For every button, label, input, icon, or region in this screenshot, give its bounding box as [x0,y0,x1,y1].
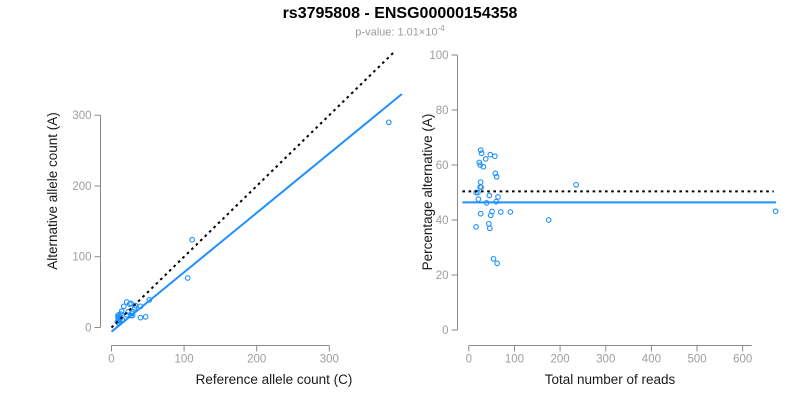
y-tick-label: 100 [72,252,91,264]
scatter-points [473,147,779,267]
data-point [492,170,499,177]
data-point [487,212,494,219]
axes [451,54,752,352]
x-tick-label: 100 [505,354,524,366]
x-tick-label: 500 [687,354,706,366]
x-tick-label: 200 [247,354,266,366]
y-tick-label: 200 [72,181,91,193]
y-tick-label: 100 [429,50,448,62]
data-point [486,220,492,227]
y-tick-label: 0 [442,325,448,337]
y-tick-label: 300 [72,110,91,122]
data-point [495,194,501,200]
x-tick-label: 100 [175,354,194,366]
x-tick-label: 300 [320,354,339,366]
regression-line [110,93,403,333]
data-point [118,308,125,315]
y-tick-label: 80 [436,105,449,117]
data-point [116,317,123,324]
identity-line [110,52,396,329]
axes [94,114,330,352]
x-tick-label: 200 [551,354,570,366]
data-point [475,196,482,202]
y-tick-label: 0 [85,323,91,335]
data-point [128,300,134,307]
subtitle-text: p-value: 1.01×10 [355,26,438,39]
data-point [477,147,484,153]
right-chart: 0 20 40 60 80 100 0 100 200 300 400 500 600 Total num… [420,50,779,387]
data-point [137,314,144,321]
data-point [477,210,484,217]
x-axis-title: Total number of reads [545,372,676,387]
data-point [189,236,195,243]
data-point [475,189,481,196]
left-chart: 0 100 200 300 0 100 200 300 Reference allele cou… [45,52,403,387]
data-point [482,156,489,162]
data-region [110,52,403,333]
data-point [491,153,498,160]
x-tick-label: 600 [733,354,752,366]
data-point [486,225,493,232]
data-point [486,192,493,199]
data-point [507,209,514,215]
y-axis-title: Alternative allele count (A) [45,112,60,270]
plot-title: rs3795808 - ENSG00000154358 [282,5,518,22]
data-point [545,217,552,223]
data-point [184,275,191,281]
x-tick-label: 0 [108,354,114,366]
x-tick-label: 0 [466,354,472,366]
y-axis-title: Percentage alternative (A) [420,114,435,271]
data-point [478,184,484,191]
x-tick-label: 300 [596,354,615,366]
data-point [120,303,127,310]
data-point [142,314,149,320]
data-point [473,189,479,196]
data-point [573,181,579,188]
y-tick-label: 20 [436,270,449,282]
data-point [487,151,494,158]
data-point [477,162,484,168]
tick-labels: 0 100 200 300 0 100 200 300 [72,110,339,365]
data-point [477,179,484,185]
data-point [494,260,500,267]
data-point [772,208,779,215]
y-tick-label: 40 [436,215,449,227]
y-tick-label: 60 [436,160,449,172]
plot-subtitle: p-value: 1.01×10-4 [0,24,800,39]
data-region [462,147,779,267]
tick-labels: 0 20 40 60 80 100 0 100 200 300 400 500 600 [429,50,752,366]
data-point [473,224,479,230]
data-point [385,119,392,126]
x-tick-label: 400 [642,354,661,366]
data-point [490,255,497,262]
x-axis-title: Reference allele count (C) [196,372,353,387]
subtitle-exponent: -4 [437,24,445,33]
data-point [493,173,500,180]
data-point [478,150,485,157]
data-point [497,209,504,215]
data-point [476,159,483,166]
